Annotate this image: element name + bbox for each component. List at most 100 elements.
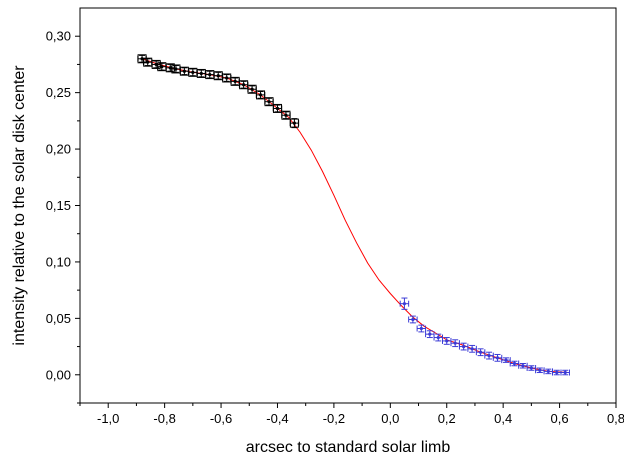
data-point [535,367,545,374]
y-tick-label: 0,30 [46,29,71,44]
point-marker [239,80,249,90]
x-axis-title: arcsec to standard solar limb [246,439,451,456]
point-dot [428,332,432,336]
point-dot [168,66,172,70]
point-marker [289,118,299,128]
data-point [492,353,503,362]
x-tick-label: 0,4 [494,411,512,426]
point-dot [275,106,280,111]
y-tick-label: 0,20 [46,142,71,157]
point-dot [563,370,567,375]
data-point [433,333,444,342]
point-dot [512,361,517,366]
point-dot [267,100,271,104]
data-point [450,339,460,348]
point-dot [529,366,533,370]
point-dot [436,335,440,340]
point-dot [225,76,229,80]
data-point [230,76,240,86]
x-tick-label: 0,2 [438,411,456,426]
point-dot [154,62,158,67]
data-point [518,362,528,369]
point-marker [281,110,291,120]
data-point [205,70,215,80]
data-point [484,351,494,360]
data-point [543,368,554,375]
point-dot [146,60,150,64]
y-tick-label: 0,05 [46,311,71,326]
data-point [425,330,435,339]
point-dot [174,67,178,71]
x-tick-label: 0,6 [551,411,569,426]
point-marker [165,63,175,73]
data-point [552,369,562,376]
point-dot [160,65,164,69]
point-dot [445,339,449,343]
data-point [196,68,207,78]
data-point [416,324,427,333]
data-point [467,344,477,353]
fit-curve-line [141,58,569,373]
x-axis: -1,0 -0,8 -0,6 -0,4 -0,2 0,0 0,2 0,4 0,6 0,8 [79,403,624,426]
y-tick-label: 0,00 [46,367,71,382]
point-dot [470,347,474,351]
point-dot [487,354,491,358]
point-dot [504,358,508,362]
data-point [408,315,418,324]
point-dot [191,70,195,74]
data-point [255,90,266,100]
point-dot [478,350,483,354]
point-dot [462,344,466,349]
y-tick-label: 0,15 [46,198,71,213]
series-1 [137,54,300,129]
x-tick-label: -0,6 [210,411,232,426]
point-dot [521,364,525,368]
point-dot [284,113,288,117]
point-dot [233,79,237,83]
x-tick-label: -0,4 [266,411,288,426]
data-point [475,348,486,357]
data-point [560,369,570,376]
data-point [272,103,283,113]
data-point [213,71,223,81]
y-tick-label: 0,10 [46,254,71,269]
data-point [221,73,232,83]
series-2 [399,297,570,376]
data-point [179,66,190,76]
y-tick-label: 0,25 [46,85,71,100]
point-dot [453,341,457,345]
x-tick-label: -0,8 [153,411,175,426]
point-marker [264,97,274,107]
point-dot [292,121,296,125]
point-dot [411,317,415,322]
x-tick-label: -1,0 [97,411,119,426]
point-dot [258,93,263,97]
data-point [151,59,161,69]
point-marker [256,90,266,100]
data-point [501,357,511,364]
point-dot [419,326,423,331]
data-point [247,84,257,94]
x-tick-label: 0,8 [607,411,624,426]
point-dot [182,69,186,73]
point-marker [247,84,257,94]
data-point [188,67,198,77]
point-dot [140,57,144,61]
point-dot [538,368,542,372]
data-point [509,360,520,367]
data-point [238,80,249,90]
point-marker [272,103,282,113]
y-axis-title: intensity relative to the solar disk cen… [11,65,28,346]
point-dot [216,74,220,78]
point-dot [495,356,500,360]
x-tick-label: -0,2 [323,411,345,426]
y-axis: 0,00 0,05 0,10 0,15 0,20 0,25 0,30 [46,29,80,404]
data-point [264,97,274,107]
point-dot [555,370,559,375]
x-tick-label: 0,0 [381,411,399,426]
data-point [526,365,537,372]
point-dot [546,369,550,373]
point-dot [402,302,407,306]
point-dot [250,87,254,91]
